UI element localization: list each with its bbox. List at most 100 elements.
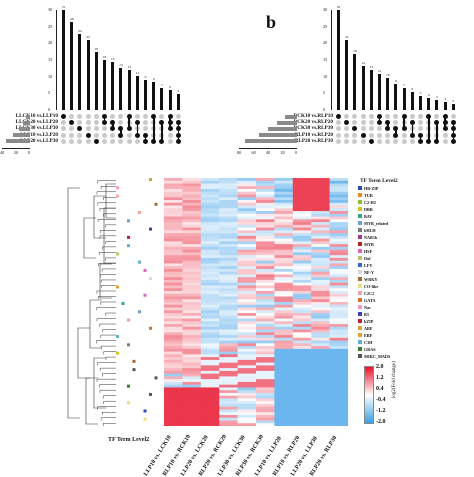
heatmap-cell [256, 180, 275, 184]
dendrogram-branch [99, 389, 116, 393]
heatmap-cell [164, 321, 183, 325]
intersection-bar [394, 84, 398, 110]
heatmap-cell [237, 384, 257, 388]
heatmap-cell [292, 282, 312, 286]
bar-value-label: 6 [411, 87, 414, 91]
heatmap-cell [200, 268, 220, 273]
heatmap-cell [200, 346, 220, 350]
set-dot [159, 114, 165, 119]
heatmap-cell [182, 189, 202, 193]
set-connector [428, 116, 430, 142]
heatmap-cell [219, 324, 238, 328]
y-tick-label: 30 [323, 7, 328, 12]
set-dot [61, 126, 66, 132]
heatmap-cell [329, 282, 348, 286]
set-dot [344, 132, 350, 138]
heatmap-cell [292, 230, 312, 234]
set-dot [336, 138, 341, 144]
set-dot-active [418, 138, 423, 144]
heatmap-cell [182, 205, 202, 209]
heatmap-cell [200, 403, 220, 408]
heatmap-cell [182, 346, 202, 350]
heatmap-cell [182, 348, 202, 352]
heatmap-cell [219, 211, 238, 215]
heatmap-cell [274, 370, 294, 375]
heatmap-cell [164, 398, 183, 402]
heatmap-cell [164, 222, 183, 226]
heatmap-cell [256, 227, 275, 231]
heatmap-cell [219, 183, 238, 187]
heatmap-cell [219, 398, 238, 402]
set-dot-active [151, 138, 157, 144]
heatmap-cell [182, 318, 202, 322]
heatmap-cell [237, 409, 257, 413]
intersection-bar [94, 52, 98, 110]
legend-label: bZIP [364, 318, 374, 324]
heatmap-cell [200, 296, 220, 300]
set-dot [77, 132, 83, 138]
heatmap-cell [274, 302, 294, 306]
heatmap-cell [329, 379, 348, 383]
heatmap-cell [329, 178, 348, 182]
intersection-bar [345, 40, 349, 110]
heatmap-cell [164, 401, 183, 405]
heatmap-cell [292, 357, 312, 361]
heatmap-cell [274, 398, 294, 402]
set-dot [418, 120, 423, 126]
heatmap-cell [200, 271, 220, 275]
heatmap-cell [256, 354, 275, 358]
heatmap-cell [200, 332, 220, 336]
dendrogram-branch [96, 307, 116, 311]
heatmap-cell [219, 216, 238, 220]
bar-value-label: 10 [385, 73, 390, 77]
heatmap-cell [219, 186, 238, 190]
dendrogram-branch [100, 334, 116, 338]
legend-label: MYB_related [364, 220, 389, 226]
set-size-tick: 20 [14, 150, 19, 155]
tf-annotation-mark [127, 384, 130, 388]
heatmap-cell [200, 302, 220, 306]
heatmap-cell [274, 205, 294, 209]
heatmap-cell [164, 290, 183, 295]
heatmap-cell [164, 235, 183, 240]
set-connector [128, 116, 130, 129]
heatmap-cell [256, 310, 275, 314]
intersection-bar [353, 54, 357, 110]
heatmap-cell [256, 186, 275, 190]
heatmap-cell [329, 304, 348, 308]
heatmap-cell [164, 384, 183, 388]
heatmap-cell [311, 335, 330, 339]
heatmap-cell [219, 387, 238, 391]
heatmap-cell [219, 178, 238, 182]
heatmap-cell [237, 274, 257, 278]
heatmap-cell [274, 343, 294, 347]
heatmap-cell [164, 324, 183, 328]
heatmap-cell [182, 351, 202, 355]
set-label: RCK20 vs.RLP20 [293, 119, 333, 126]
heatmap-cell [237, 335, 257, 339]
heatmap-cell [292, 340, 312, 344]
heatmap-cell [292, 255, 312, 259]
heatmap-cell [256, 346, 275, 350]
colorbar-tick: -1.2 [376, 408, 386, 414]
heatmap-cell [329, 359, 348, 364]
heatmap-cell [182, 257, 202, 262]
heatmap-cell [329, 233, 348, 237]
set-dot [336, 126, 341, 132]
legend-label: B3 [364, 311, 369, 317]
heatmap-cell [256, 288, 275, 292]
heatmap-cell [274, 368, 294, 372]
heatmap-cell [237, 343, 257, 347]
heatmap-cell [182, 279, 202, 284]
heatmap-cell [274, 359, 294, 364]
heatmap-cell [164, 255, 183, 259]
heatmap-cell [292, 194, 312, 198]
intersection-bar [86, 40, 90, 110]
dendrogram-branch [100, 285, 116, 289]
set-dot [409, 114, 415, 119]
bar-value-label: 11 [135, 71, 139, 75]
heatmap-cell [237, 326, 257, 330]
dendrogram-branch [105, 183, 116, 219]
heatmap-cell [274, 257, 294, 262]
heatmap-cell [274, 183, 294, 187]
